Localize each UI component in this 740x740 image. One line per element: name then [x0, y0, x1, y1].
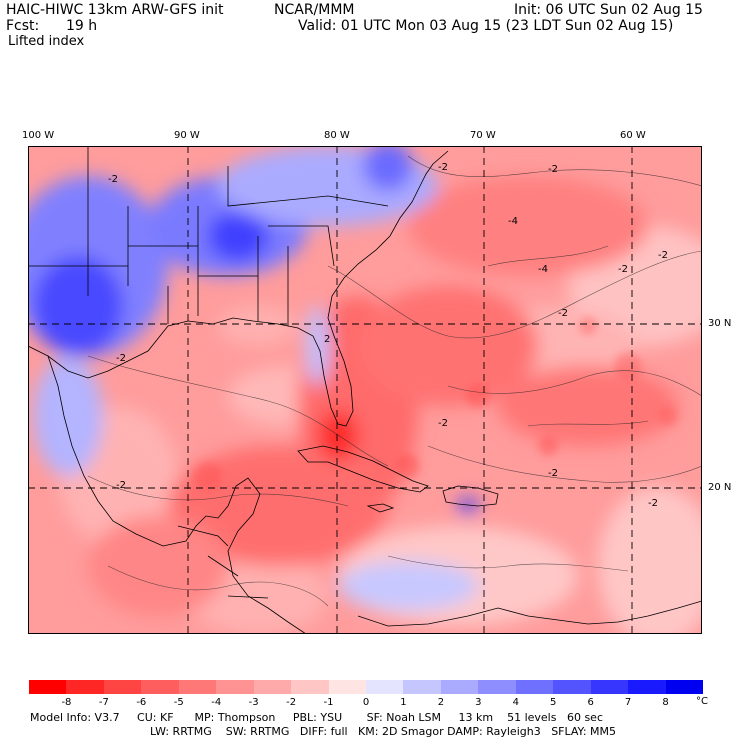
color-swatch	[216, 680, 255, 694]
contour-label: -2	[116, 480, 126, 491]
lon-label-100w: 100 W	[22, 130, 55, 141]
forecast-label: Fcst:	[6, 18, 40, 34]
color-swatch	[29, 680, 67, 694]
colorbar-tick-label: 4	[512, 697, 519, 708]
color-swatch	[366, 680, 404, 694]
unit-label: °C	[696, 696, 708, 707]
mexico-coastline	[47, 355, 307, 634]
us-gulf-coastline	[28, 150, 449, 427]
contour-label: -2	[438, 162, 448, 173]
contour-label: -2	[558, 308, 568, 319]
contour-label: -2	[548, 468, 558, 479]
hispaniola-outline	[442, 485, 499, 507]
lon-label-80w: 80 W	[324, 130, 350, 141]
forecast-hour: 19 h	[66, 18, 98, 34]
color-swatch	[141, 680, 180, 694]
model-info-line2: LW: RRTMG SW: RRTMG DIFF: full KM: 2D Sm…	[150, 725, 616, 738]
contour-label: -2	[116, 353, 126, 364]
lon-label-70w: 70 W	[470, 130, 496, 141]
lon-label-60w: 60 W	[620, 130, 646, 141]
contour-label: -2	[548, 164, 558, 175]
lon-label-90w: 90 W	[174, 130, 200, 141]
color-swatch	[440, 680, 479, 694]
colorbar-tick-label: -5	[173, 697, 184, 708]
state-lines	[28, 146, 389, 326]
colorbar-tick-label: -1	[323, 697, 334, 708]
lat-label-20n: 20 N	[708, 482, 732, 493]
colorbar-tick-label: -4	[211, 697, 222, 708]
contour-label: 2	[324, 334, 330, 345]
contour-label: -2	[658, 250, 668, 261]
color-swatch	[291, 680, 330, 694]
valid-time: Valid: 01 UTC Mon 03 Aug 15 (23 LDT Sun …	[298, 18, 674, 34]
colorbar-tick-label: -8	[61, 697, 72, 708]
color-swatch	[328, 680, 367, 694]
color-swatch	[665, 680, 704, 694]
colorbar-tick-label: -6	[136, 697, 147, 708]
lifted-index-map: -2 -2 -2 -2 -2 -2 -2 -2 -2 -4 -4 -2 -2 2	[28, 146, 702, 634]
contour-label: -2	[618, 264, 628, 275]
color-swatch	[590, 680, 629, 694]
contour-label: -2	[108, 174, 118, 185]
south-america-coast	[357, 600, 702, 627]
color-scale-bar	[29, 680, 704, 694]
lat-label-30n: 30 N	[708, 318, 732, 329]
model-info-line1: Model Info: V3.7 CU: KF MP: Thompson PBL…	[30, 711, 603, 724]
color-swatch	[478, 680, 517, 694]
color-swatch	[403, 680, 442, 694]
contour-label: -4	[538, 264, 548, 275]
contour-label: -2	[438, 418, 448, 429]
colorbar-tick-label: 5	[550, 697, 557, 708]
colorbar-tick-label: -7	[98, 697, 109, 708]
color-swatch	[178, 680, 217, 694]
contour-label: -4	[508, 216, 518, 227]
color-swatch	[103, 680, 142, 694]
field-name: Lifted index	[8, 34, 85, 49]
color-swatch	[253, 680, 292, 694]
model-title: HAIC-HIWC 13km ARW-GFS init	[6, 2, 224, 18]
contour-label: -2	[648, 498, 658, 509]
colorbar-tick-label: -2	[286, 697, 297, 708]
colorbar-tick-label: 8	[662, 697, 669, 708]
color-swatch	[66, 680, 105, 694]
init-time: Init: 06 UTC Sun 02 Aug 15	[514, 2, 703, 18]
colorbar-tick-label: -3	[248, 697, 259, 708]
color-swatch	[628, 680, 667, 694]
colorbar-tick-label: 7	[624, 697, 632, 708]
colorbar-tick-label: 0	[362, 697, 370, 708]
color-swatch	[515, 680, 554, 694]
org-label: NCAR/MMM	[274, 2, 355, 18]
colorbar-tick-label: 3	[475, 697, 482, 708]
cuba-outline	[297, 445, 429, 493]
colorbar-tick-label: 6	[587, 697, 594, 708]
colorbar-tick-label: 2	[437, 697, 445, 708]
jamaica-outline	[366, 503, 395, 513]
color-swatch	[553, 680, 592, 694]
colorbar-tick-label: 1	[400, 697, 407, 708]
central-america-borders	[177, 525, 269, 599]
